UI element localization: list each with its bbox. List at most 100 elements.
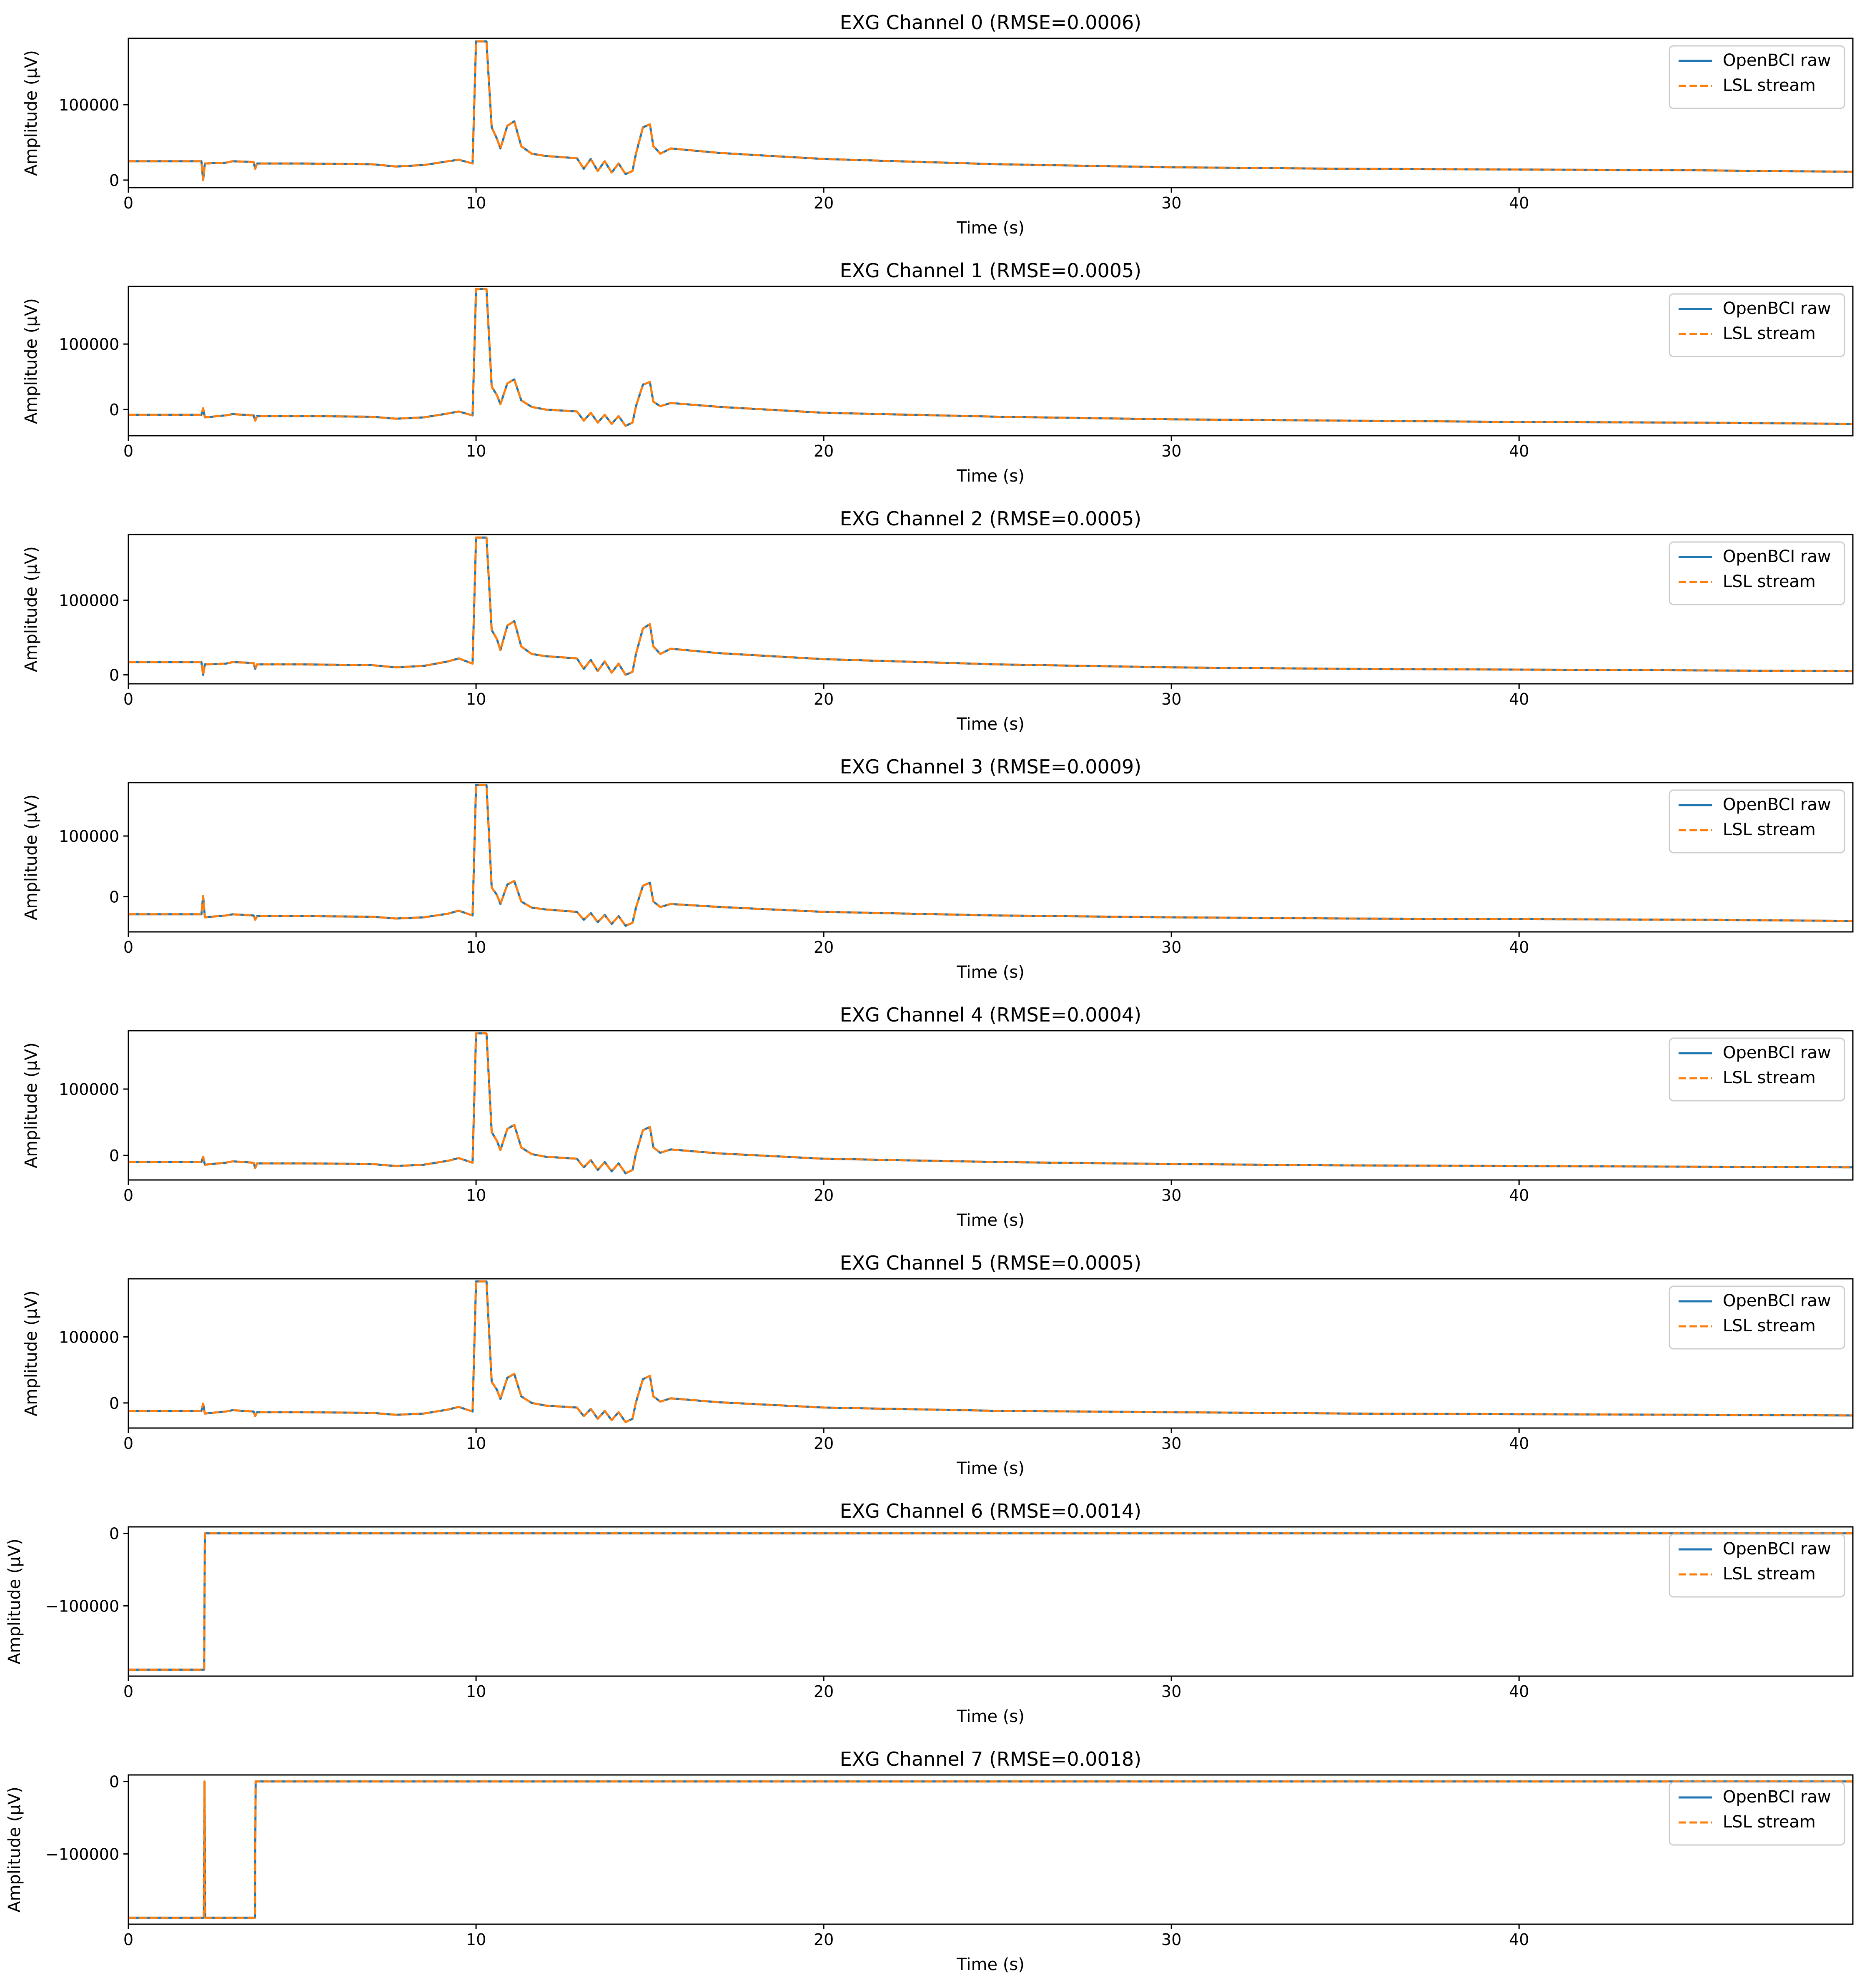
legend-entry-label: LSL stream: [1723, 1812, 1816, 1832]
legend-entry-label: LSL stream: [1723, 1564, 1816, 1584]
x-axis-label: Time (s): [956, 715, 1025, 734]
x-tick-label: 30: [1161, 1186, 1181, 1205]
x-tick-label: 0: [123, 938, 133, 956]
x-tick-label: 20: [814, 194, 834, 212]
legend-box: [1669, 1037, 1845, 1102]
x-tick-label: 10: [466, 194, 486, 212]
y-tick-label: 0: [109, 1773, 119, 1791]
series-line-openbci-raw: [128, 1532, 1853, 1671]
x-tick-label: 10: [466, 1682, 486, 1701]
legend-box: [1669, 293, 1845, 357]
x-tick-label: 10: [466, 442, 486, 460]
y-tick-label: 0: [109, 1394, 119, 1413]
legend-box: [1669, 541, 1845, 605]
series-line-lsl-stream: [128, 784, 1853, 927]
y-tick-label: 0: [109, 401, 119, 419]
series-line-openbci-raw: [128, 536, 1853, 676]
series-line-openbci-raw: [128, 288, 1853, 427]
x-tick-label: 0: [123, 1434, 133, 1453]
x-tick-label: 20: [814, 1682, 834, 1701]
y-axis-label: Amplitude (µV): [5, 1787, 24, 1913]
y-tick-label: 0: [109, 888, 119, 906]
subplot-5: EXG Channel 5 (RMSE=0.0005) 0 10 20 30 40 Time…: [22, 1252, 1854, 1478]
legend: OpenBCI raw LSL stream: [1669, 1782, 1845, 1846]
subplot-3: EXG Channel 3 (RMSE=0.0009) 0 10 20 30 40 Time…: [22, 756, 1854, 982]
x-tick-label: 20: [814, 1930, 834, 1949]
x-tick-label: 40: [1509, 690, 1529, 708]
x-axis-label: Time (s): [956, 1955, 1025, 1974]
x-tick-label: 20: [814, 442, 834, 460]
x-tick-label: 0: [123, 442, 133, 460]
legend-entry-label: OpenBCI raw: [1723, 795, 1831, 814]
chart-title: EXG Channel 2 (RMSE=0.0005): [840, 507, 1142, 530]
legend-box: [1669, 1534, 1845, 1598]
x-axis-label: Time (s): [956, 963, 1025, 982]
series-line-lsl-stream: [128, 1032, 1853, 1175]
x-tick-label: 0: [123, 690, 133, 708]
chart-title: EXG Channel 0 (RMSE=0.0006): [840, 11, 1142, 34]
x-tick-label: 0: [123, 1186, 133, 1205]
legend: OpenBCI raw LSL stream: [1669, 293, 1845, 357]
legend-box: [1669, 1285, 1845, 1350]
legend-entry-label: OpenBCI raw: [1723, 51, 1831, 70]
y-tick-label: 0: [109, 1525, 119, 1543]
plot-frame: [128, 38, 1854, 188]
y-tick-label: 100000: [59, 827, 119, 846]
plot-frame: [128, 782, 1854, 933]
legend-entry-label: OpenBCI raw: [1723, 1043, 1831, 1062]
legend-entry-label: OpenBCI raw: [1723, 1787, 1831, 1807]
series-line-lsl-stream: [128, 1280, 1853, 1423]
legend-box: [1669, 45, 1845, 109]
x-tick-label: 20: [814, 938, 834, 956]
x-axis-label: Time (s): [956, 1707, 1025, 1726]
subplot-7: EXG Channel 7 (RMSE=0.0018) 0 10 20 30 40 Time…: [5, 1748, 1854, 1974]
x-tick-label: 20: [814, 1186, 834, 1205]
x-tick-label: 10: [466, 1930, 486, 1949]
y-tick-label: 100000: [59, 96, 119, 114]
legend-box: [1669, 1782, 1845, 1846]
x-tick-label: 40: [1509, 1186, 1529, 1205]
x-tick-label: 40: [1509, 938, 1529, 956]
x-tick-label: 30: [1161, 1682, 1181, 1701]
x-tick-label: 30: [1161, 442, 1181, 460]
x-tick-label: 40: [1509, 1682, 1529, 1701]
y-tick-label: 100000: [59, 335, 119, 354]
series-line-lsl-stream: [128, 536, 1853, 676]
x-tick-label: 0: [123, 1930, 133, 1949]
y-axis-label: Amplitude (µV): [22, 1290, 41, 1416]
y-tick-label: −100000: [45, 1597, 119, 1615]
series-line-openbci-raw: [128, 1032, 1853, 1175]
series-line-lsl-stream: [128, 40, 1853, 181]
chart-title: EXG Channel 7 (RMSE=0.0018): [840, 1748, 1142, 1770]
legend-entry-label: OpenBCI raw: [1723, 299, 1831, 318]
x-tick-label: 10: [466, 1186, 486, 1205]
x-tick-label: 30: [1161, 1930, 1181, 1949]
legend-entry-label: OpenBCI raw: [1723, 1291, 1831, 1310]
plot-frame: [128, 1774, 1854, 1925]
y-axis-label: Amplitude (µV): [22, 546, 41, 672]
y-axis-label: Amplitude (µV): [22, 794, 41, 920]
x-tick-label: 30: [1161, 938, 1181, 956]
subplot-4: EXG Channel 4 (RMSE=0.0004) 0 10 20 30 40 Time…: [22, 1004, 1854, 1230]
legend-entry-label: OpenBCI raw: [1723, 547, 1831, 566]
legend-entry-label: LSL stream: [1723, 324, 1816, 343]
series-line-openbci-raw: [128, 40, 1853, 181]
y-axis-label: Amplitude (µV): [5, 1539, 24, 1664]
x-tick-label: 40: [1509, 1930, 1529, 1949]
y-tick-label: −100000: [45, 1845, 119, 1863]
plot-frame: [128, 1030, 1854, 1181]
chart-title: EXG Channel 4 (RMSE=0.0004): [840, 1004, 1142, 1026]
y-tick-label: 0: [109, 1147, 119, 1165]
plot-frame: [128, 534, 1854, 685]
legend-entry-label: OpenBCI raw: [1723, 1539, 1831, 1559]
plot-frame: [128, 286, 1854, 437]
legend-entry-label: LSL stream: [1723, 572, 1816, 591]
legend: OpenBCI raw LSL stream: [1669, 45, 1845, 109]
chart-title: EXG Channel 6 (RMSE=0.0014): [840, 1500, 1142, 1522]
x-tick-label: 20: [814, 690, 834, 708]
legend: OpenBCI raw LSL stream: [1669, 1285, 1845, 1350]
subplot-2: EXG Channel 2 (RMSE=0.0005) 0 10 20 30 40 Time…: [22, 507, 1854, 734]
x-tick-label: 0: [123, 194, 133, 212]
legend-box: [1669, 789, 1845, 853]
plot-frame: [128, 1278, 1854, 1429]
